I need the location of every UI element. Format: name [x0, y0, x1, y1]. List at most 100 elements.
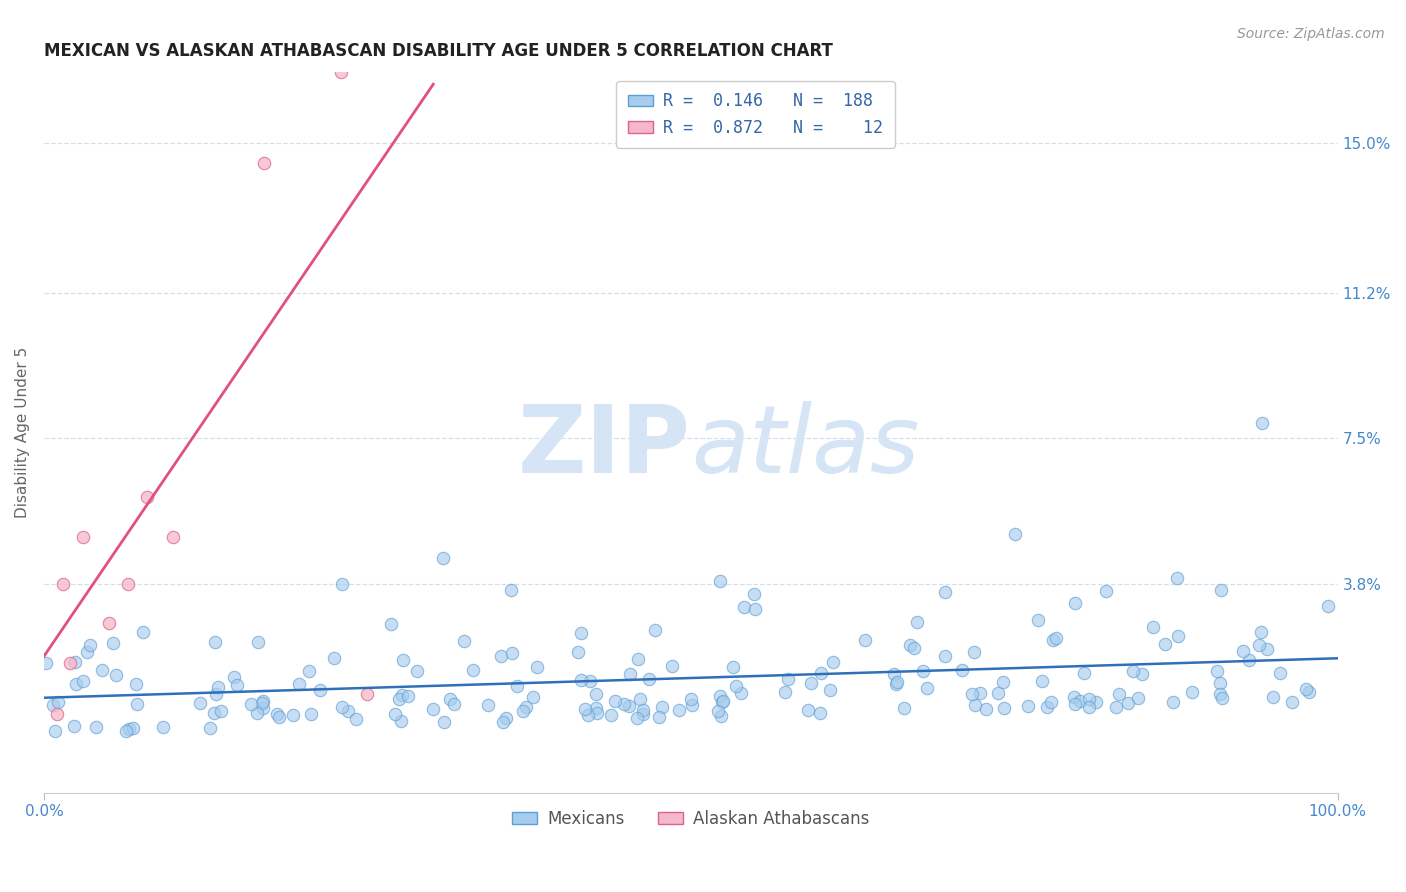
Point [356, 687, 378, 701]
Point [631, 702, 654, 716]
Point [963, 645, 986, 659]
Point [1122, 665, 1144, 679]
Point [1317, 599, 1340, 613]
Point [733, 600, 755, 615]
Point [46, 695, 69, 709]
Point [247, 635, 270, 649]
Point [118, 722, 141, 736]
Point [960, 687, 983, 701]
Point [389, 714, 412, 728]
Point [776, 672, 799, 686]
Point [1035, 699, 1057, 714]
Point [1161, 695, 1184, 709]
Point [1209, 676, 1232, 690]
Point [679, 692, 702, 706]
Point [391, 688, 413, 702]
Text: atlas: atlas [690, 401, 920, 492]
Point [330, 700, 353, 714]
Point [1078, 699, 1101, 714]
Point [1084, 695, 1107, 709]
Point [883, 666, 905, 681]
Point [725, 679, 748, 693]
Point [585, 701, 607, 715]
Point [209, 704, 232, 718]
Point [1017, 698, 1039, 713]
Point [461, 663, 484, 677]
Point [1268, 665, 1291, 680]
Point [72, 673, 94, 688]
Point [526, 659, 548, 673]
Point [188, 696, 211, 710]
Point [1247, 638, 1270, 652]
Point [125, 677, 148, 691]
Point [380, 617, 402, 632]
Point [1205, 664, 1227, 678]
Point [586, 706, 609, 721]
Point [1004, 526, 1026, 541]
Point [115, 724, 138, 739]
Point [1031, 674, 1053, 689]
Point [246, 706, 269, 721]
Point [1256, 641, 1278, 656]
Point [1251, 416, 1274, 430]
Point [443, 697, 465, 711]
Point [820, 682, 842, 697]
Point [240, 698, 263, 712]
Point [1073, 665, 1095, 680]
Point [1209, 582, 1232, 597]
Point [522, 690, 544, 704]
Point [1105, 700, 1128, 714]
Point [1142, 619, 1164, 633]
Point [499, 583, 522, 598]
Point [1211, 691, 1233, 706]
Point [337, 704, 360, 718]
Point [934, 584, 956, 599]
Point [1126, 691, 1149, 706]
Point [974, 702, 997, 716]
Point [76, 645, 98, 659]
Point [439, 692, 461, 706]
Point [893, 701, 915, 715]
Point [796, 703, 818, 717]
Point [202, 706, 225, 721]
Point [330, 576, 353, 591]
Legend: Mexicans, Alaskan Athabascans: Mexicans, Alaskan Athabascans [506, 804, 876, 835]
Point [711, 696, 734, 710]
Point [773, 685, 796, 699]
Point [432, 551, 454, 566]
Point [1130, 667, 1153, 681]
Point [515, 700, 537, 714]
Point [821, 655, 844, 669]
Point [613, 697, 636, 711]
Point [711, 693, 734, 707]
Point [44, 724, 66, 739]
Point [742, 587, 765, 601]
Point [396, 689, 419, 703]
Point [707, 704, 730, 718]
Point [346, 712, 368, 726]
Point [288, 677, 311, 691]
Point [853, 632, 876, 647]
Point [512, 704, 534, 718]
Point [903, 640, 925, 655]
Point [127, 697, 149, 711]
Point [152, 720, 174, 734]
Point [63, 656, 86, 670]
Point [63, 719, 86, 733]
Point [204, 635, 226, 649]
Point [1209, 687, 1232, 701]
Point [1237, 653, 1260, 667]
Point [567, 644, 589, 658]
Point [1063, 690, 1085, 705]
Point [506, 680, 529, 694]
Point [65, 677, 87, 691]
Point [1116, 697, 1139, 711]
Point [104, 668, 127, 682]
Point [198, 721, 221, 735]
Point [638, 672, 661, 686]
Point [90, 663, 112, 677]
Point [709, 574, 731, 589]
Point [131, 625, 153, 640]
Point [52, 577, 75, 591]
Point [574, 702, 596, 716]
